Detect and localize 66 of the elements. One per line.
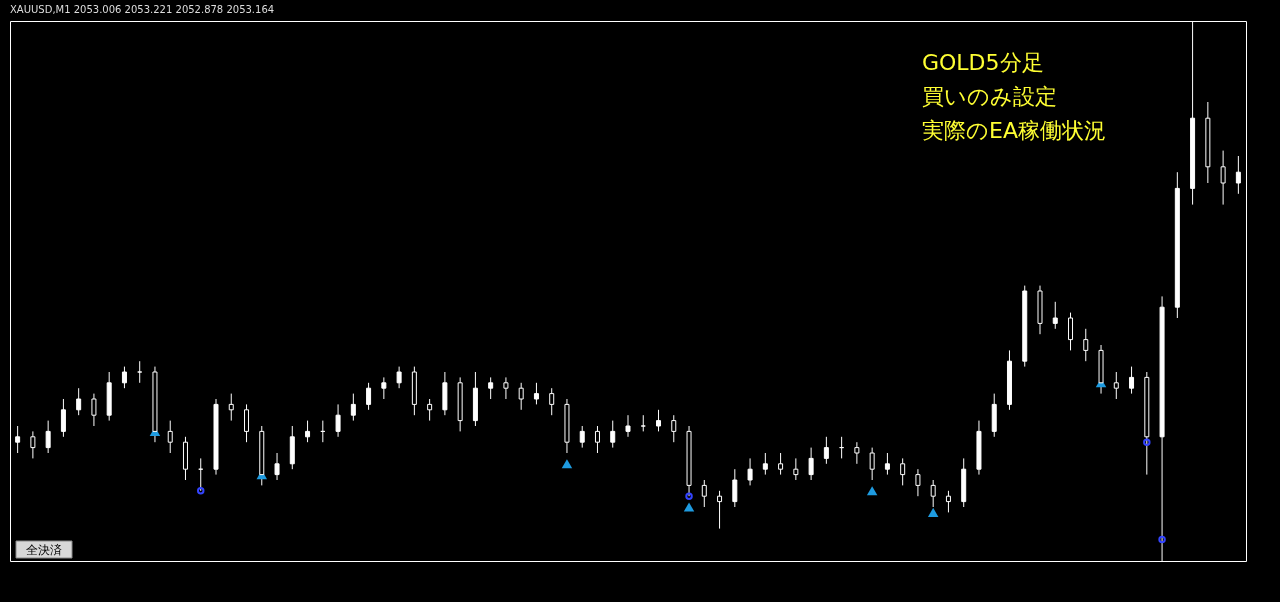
candlestick: [793, 457, 799, 481]
candlestick: [503, 376, 509, 400]
candlestick: [91, 393, 97, 427]
candlestick: [915, 468, 921, 497]
point: [866, 486, 878, 496]
candlestick: [1113, 371, 1119, 400]
candlestick: [1220, 150, 1226, 206]
point: [685, 492, 693, 500]
candlestick: [518, 382, 524, 411]
candlestick: [1235, 155, 1241, 195]
point: [927, 507, 939, 517]
candlestick: [30, 430, 36, 459]
candlestick: [930, 479, 936, 508]
candlestick: [76, 387, 82, 416]
candlestick: [778, 452, 784, 476]
point: [1143, 438, 1151, 446]
candlestick: [579, 425, 585, 449]
candlestick: [656, 409, 662, 432]
annotation: 全決済: [26, 543, 62, 557]
annotation: 実際のEA稼働状況: [922, 118, 1106, 143]
candlestick: [823, 436, 829, 465]
candlestick: [884, 452, 890, 476]
candlestick: [381, 376, 387, 400]
candlestick: [945, 490, 951, 513]
candlestick: [137, 360, 143, 384]
candlestick: [350, 393, 356, 422]
candlestick: [427, 398, 433, 422]
candlestick: [396, 366, 402, 389]
point: [197, 487, 205, 495]
candlestick: [335, 403, 341, 438]
candlestick: [762, 452, 768, 476]
candlestick: [594, 425, 600, 454]
candlestick: [671, 414, 677, 443]
candlestick: [167, 420, 173, 454]
candlestick: [732, 468, 738, 508]
candlestick: [625, 414, 631, 438]
candlestick: [488, 376, 494, 400]
candlestick: [45, 420, 51, 454]
candlestick: [305, 420, 311, 443]
point: [561, 459, 573, 469]
candlestick: [610, 420, 616, 449]
candlestick: [121, 366, 127, 389]
candlestick: [900, 457, 906, 486]
candlestick: [717, 490, 723, 530]
candlestick: [15, 425, 21, 454]
candlestick: [366, 382, 372, 411]
candlestick: [854, 441, 860, 465]
annotation: 買いのみ設定: [922, 84, 1057, 109]
candlestick: [1068, 312, 1074, 351]
candlestick: [549, 387, 555, 416]
candlestick: [701, 479, 707, 508]
candlestick: [274, 452, 280, 481]
candlestick: [244, 403, 250, 443]
candlestick: [228, 393, 234, 422]
candlestick: [1052, 301, 1058, 330]
point: [683, 502, 695, 512]
candlestick: [1083, 328, 1089, 362]
chart-title: XAUUSD,M1 2053.006 2053.221 2052.878 2053.164: [10, 3, 275, 15]
candlestick: [869, 447, 875, 481]
candlestick: [1129, 366, 1135, 395]
candlestick: [533, 382, 539, 405]
candlestick: [808, 447, 814, 481]
candlestick: [747, 457, 753, 486]
point: [1158, 535, 1166, 544]
annotation: GOLD5分足: [922, 50, 1044, 75]
candlestick: [60, 398, 66, 438]
